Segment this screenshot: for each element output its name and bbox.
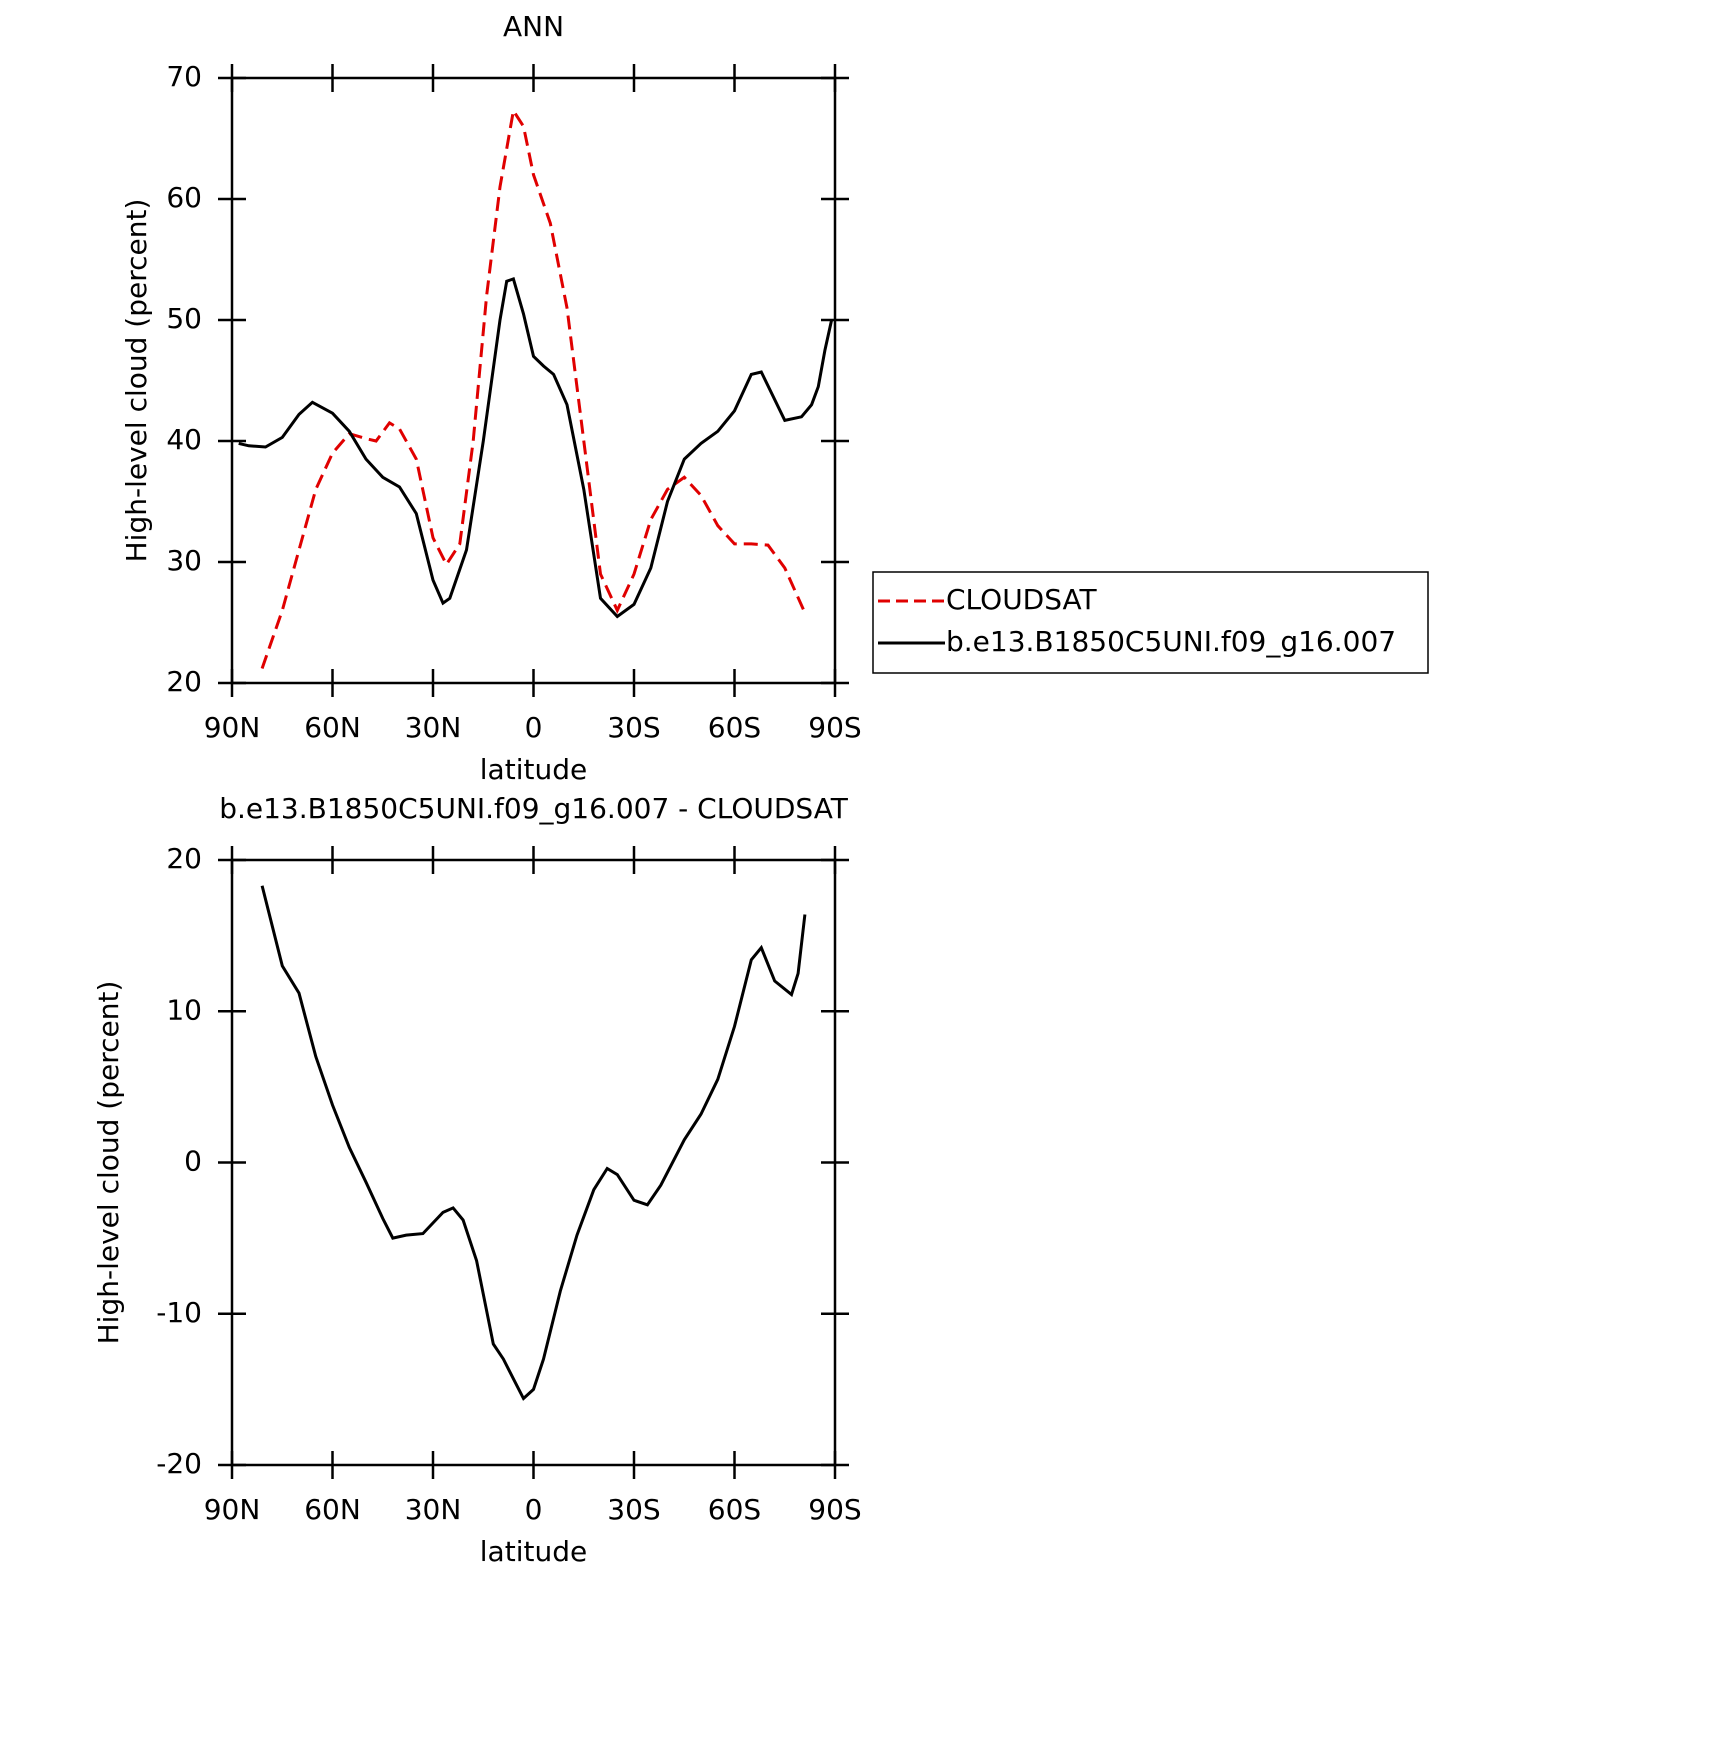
plot-frame (230, 76, 837, 685)
x-tick-label: 30N (405, 1493, 462, 1526)
data-line (238, 276, 834, 619)
x-tick-label: 60S (708, 1493, 761, 1526)
x-tick-label: 60S (708, 711, 761, 744)
data-line (260, 106, 807, 669)
y-tick-label: 20 (166, 842, 202, 875)
data-line (260, 885, 807, 1401)
x-axis-label: latitude (480, 1535, 587, 1568)
x-tick-label: 90S (808, 1493, 861, 1526)
x-tick-label: 90N (204, 1493, 261, 1526)
y-tick-label: 50 (166, 302, 202, 335)
y-tick-label: 10 (166, 993, 202, 1026)
y-tick-label: 0 (184, 1145, 202, 1178)
x-tick-label: 30S (607, 711, 660, 744)
legend-label: b.e13.B1850C5UNI.f09_g16.007 (946, 625, 1396, 658)
plot-frame (230, 858, 837, 1467)
x-tick-label: 60N (304, 711, 361, 744)
y-tick-label: 40 (166, 423, 202, 456)
x-tick-label: 60N (304, 1493, 361, 1526)
chart-title: ANN (503, 10, 564, 43)
legend-label: CLOUDSAT (946, 583, 1098, 616)
y-tick-label: 20 (166, 665, 202, 698)
x-tick-label: 90N (204, 711, 261, 744)
y-axis-label: High-level cloud (percent) (92, 981, 125, 1345)
x-tick-label: 0 (525, 1493, 543, 1526)
legend-box (872, 571, 1429, 674)
x-tick-label: 90S (808, 711, 861, 744)
y-tick-label: -10 (156, 1296, 202, 1329)
x-axis-label: latitude (480, 753, 587, 786)
chart-title: b.e13.B1850C5UNI.f09_g16.007 - CLOUDSAT (219, 792, 849, 825)
y-axis-label: High-level cloud (percent) (120, 199, 153, 563)
x-tick-label: 0 (525, 711, 543, 744)
y-tick-label: 70 (166, 60, 202, 93)
y-tick-label: 30 (166, 544, 202, 577)
x-tick-label: 30S (607, 1493, 660, 1526)
y-tick-label: -20 (156, 1447, 202, 1480)
y-tick-label: 60 (166, 181, 202, 214)
x-tick-label: 30N (405, 711, 462, 744)
